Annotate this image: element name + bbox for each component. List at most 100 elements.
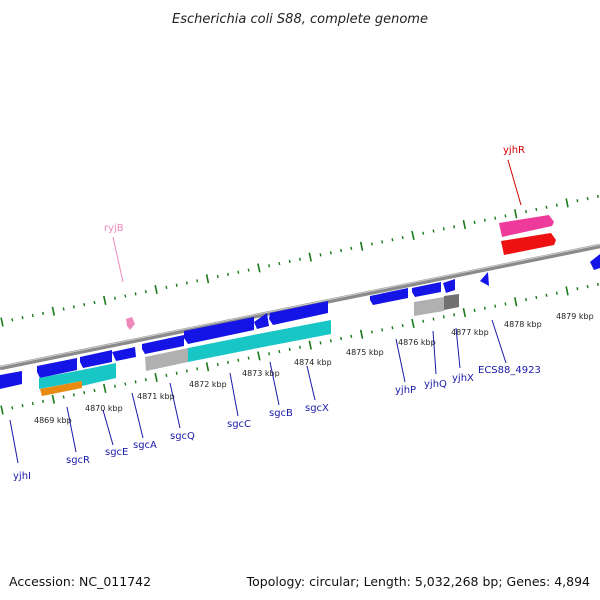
- backbone-highlight: [0, 244, 600, 368]
- kbp-label: 4870 kbp: [85, 404, 123, 413]
- feature-sgcX-gene[interactable]: [269, 301, 328, 325]
- minor-tick: [319, 341, 322, 345]
- feature-sgcQ-gene[interactable]: [142, 335, 184, 354]
- major-tick: [514, 297, 518, 307]
- minor-tick: [114, 296, 116, 300]
- gene-label-sgcE[interactable]: sgcE: [105, 447, 128, 458]
- minor-tick: [62, 307, 65, 311]
- major-tick: [205, 362, 210, 372]
- major-tick: [0, 317, 4, 327]
- minor-tick: [473, 308, 476, 313]
- minor-tick: [442, 315, 445, 319]
- major-tick: [359, 241, 364, 251]
- feature-sgcA-gene[interactable]: [112, 347, 136, 361]
- major-tick: [257, 351, 261, 361]
- feature-edge-gene[interactable]: [590, 254, 600, 270]
- feature-ECS88_4923-gene[interactable]: [480, 272, 489, 286]
- feature-sgcC-cds[interactable]: [188, 334, 258, 362]
- minor-tick: [391, 326, 394, 330]
- minor-tick: [340, 336, 343, 341]
- minor-tick: [504, 302, 507, 306]
- minor-tick: [185, 369, 188, 373]
- feature-yjhX-pseudo[interactable]: [444, 294, 459, 310]
- minor-tick: [278, 261, 281, 266]
- gene-label-sgcA[interactable]: sgcA: [133, 440, 157, 451]
- minor-tick: [114, 384, 116, 388]
- kbp-label: 4875 kbp: [346, 348, 384, 357]
- minor-tick: [227, 272, 229, 276]
- feature-yjhI-gene[interactable]: [0, 371, 22, 389]
- gene-label-sgcC[interactable]: sgcC: [227, 419, 251, 430]
- gene-label-ryjB[interactable]: ryjB: [104, 223, 124, 234]
- kbp-label: 4874 kbp: [294, 358, 332, 367]
- gene-label-yjhQ[interactable]: yjhQ: [424, 379, 447, 390]
- minor-tick: [504, 214, 507, 218]
- major-tick: [51, 306, 56, 316]
- minor-tick: [432, 317, 435, 321]
- gene-label-ECS88_4923[interactable]: ECS88_4923: [478, 365, 541, 376]
- major-tick: [205, 274, 210, 284]
- minor-tick: [21, 404, 24, 408]
- minor-tick: [576, 199, 579, 203]
- feature-sgcR-orange[interactable]: [40, 381, 82, 396]
- minor-tick: [175, 283, 178, 287]
- gene-label-sgcR[interactable]: sgcR: [66, 455, 90, 466]
- feature-sgcR-cds[interactable]: [39, 370, 82, 389]
- feature-yjhP-gene[interactable]: [370, 288, 408, 305]
- gene-label-yjhP[interactable]: yjhP: [395, 385, 416, 396]
- major-tick: [103, 383, 107, 393]
- major-tick: [565, 198, 569, 208]
- minor-tick: [381, 328, 384, 332]
- feature-yjhR-rna[interactable]: [499, 215, 554, 237]
- minor-tick: [422, 319, 425, 323]
- feature-sgcC-gene[interactable]: [184, 317, 254, 344]
- feature-sgcB-cds[interactable]: [258, 320, 331, 348]
- feature-sgcE-cds[interactable]: [82, 363, 116, 386]
- kbp-label: 4877 kbp: [451, 328, 489, 337]
- minor-tick: [124, 382, 127, 386]
- feature-yjhQ-gene[interactable]: [412, 282, 441, 297]
- minor-tick: [370, 330, 373, 334]
- minor-tick: [247, 268, 250, 272]
- feature-yjhX-gene[interactable]: [443, 279, 455, 293]
- gene-label-yjhR[interactable]: yjhR: [503, 145, 525, 156]
- minor-tick: [196, 279, 199, 283]
- feature-sgcR-gene[interactable]: [37, 358, 77, 378]
- feature-sgcQ-pseudo[interactable]: [145, 348, 188, 371]
- feature-sgcE-gene[interactable]: [80, 350, 112, 368]
- minor-tick: [11, 406, 14, 410]
- position-labels: 4869 kbp 4870 kbp 4871 kbp 4872 kbp 4873…: [34, 312, 594, 425]
- feature-yjhQ-pseudo[interactable]: [414, 297, 444, 316]
- minor-tick: [483, 306, 486, 310]
- minor-tick: [237, 358, 240, 362]
- minor-tick: [93, 388, 96, 393]
- minor-tick: [442, 227, 445, 231]
- kbp-label: 4873 kbp: [242, 369, 280, 378]
- feature-ryjB-rna[interactable]: [126, 317, 135, 330]
- leader-lines: [9, 319, 507, 464]
- minor-tick: [165, 285, 168, 289]
- minor-tick: [72, 305, 75, 309]
- leader-ryjB: [112, 236, 124, 283]
- minor-tick: [134, 380, 137, 384]
- minor-tick: [298, 257, 301, 261]
- feature-sgcB-gene[interactable]: [254, 313, 269, 329]
- forward-tick-track: [0, 194, 599, 327]
- minor-tick: [525, 209, 527, 214]
- major-tick: [154, 284, 158, 295]
- minor-tick: [165, 373, 168, 377]
- feature-yjhR-cds[interactable]: [501, 233, 556, 255]
- kbp-label: 4872 kbp: [189, 380, 227, 389]
- gene-label-yjhX[interactable]: yjhX: [452, 373, 474, 384]
- gene-label-sgcX[interactable]: sgcX: [305, 403, 329, 414]
- gene-label-yjhI[interactable]: yjhI: [13, 471, 31, 482]
- major-tick: [308, 252, 312, 262]
- minor-tick: [596, 194, 599, 199]
- major-tick: [359, 329, 364, 339]
- map-title: Escherichia coli S88, complete genome: [172, 12, 428, 27]
- minor-tick: [473, 220, 476, 225]
- minor-tick: [31, 401, 34, 406]
- kbp-label: 4871 kbp: [137, 392, 175, 401]
- gene-label-sgcQ[interactable]: sgcQ: [170, 431, 195, 442]
- gene-label-sgcB[interactable]: sgcB: [269, 408, 293, 419]
